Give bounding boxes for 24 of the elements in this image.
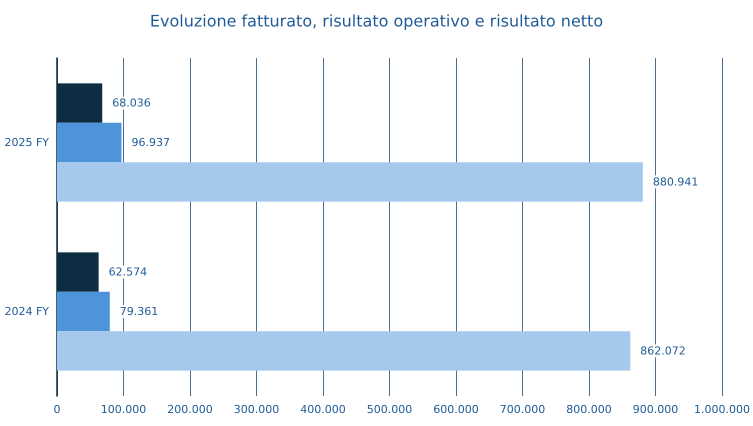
data-label: 68.036 xyxy=(112,96,151,110)
x-tick-label: 1.000.000 xyxy=(694,403,750,416)
data-label: 862.072 xyxy=(640,344,686,358)
bar xyxy=(57,162,643,202)
data-label: 62.574 xyxy=(108,266,148,279)
x-tick-label: 200.000 xyxy=(167,403,213,416)
x-tick-label: 600.000 xyxy=(433,403,479,416)
bar xyxy=(57,292,110,332)
x-tick-label: 100.000 xyxy=(100,403,146,416)
x-tick-label: 0 xyxy=(54,403,60,416)
x-tick-label: 700.000 xyxy=(500,403,546,416)
bar xyxy=(57,331,630,371)
x-tick-label: 300.000 xyxy=(234,403,280,416)
x-tick-label: 900.000 xyxy=(632,403,678,416)
x-tick-label: 800.000 xyxy=(566,403,612,416)
chart-title: Evoluzione fatturato, risultato operativo e risultato netto xyxy=(150,12,604,30)
y-tick-label: 2024 FY xyxy=(4,305,50,318)
x-tick-label: 400.000 xyxy=(300,403,346,416)
data-label: 79.361 xyxy=(120,305,158,318)
data-label: 880.941 xyxy=(652,175,698,188)
bar xyxy=(57,122,122,162)
data-label: 96.937 xyxy=(131,136,170,149)
x-tick-label: 500.000 xyxy=(366,403,412,416)
y-tick-label: 2025 FY xyxy=(4,136,50,149)
